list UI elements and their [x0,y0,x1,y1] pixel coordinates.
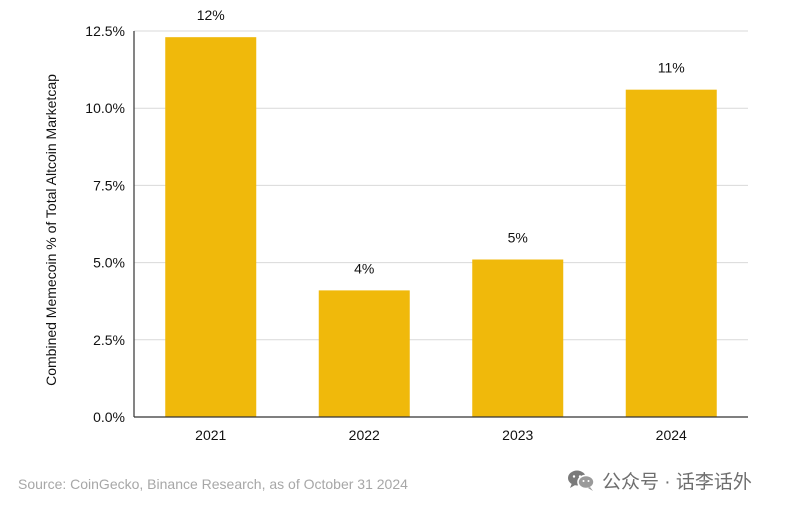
x-tick-label: 2021 [195,427,226,443]
watermark-text: 公众号 · 话李话外 [602,471,752,493]
bar-2021 [165,37,257,418]
y-tick-label: 5.0% [93,255,125,271]
y-tick-label: 10.0% [85,100,125,116]
y-tick-label: 2.5% [93,332,125,348]
x-tick-label: 2023 [502,427,533,443]
bar-2023 [472,259,564,417]
bars [165,37,717,418]
x-tick-label: 2022 [349,427,380,443]
y-tick-label: 0.0% [93,409,125,425]
watermark: 公众号 · 话李话外 [566,467,752,493]
data-label-2021: 12% [197,7,225,23]
data-label-2023: 5% [508,230,528,246]
y-tick-label: 7.5% [93,177,125,193]
y-tick-label: 12.5% [85,23,125,39]
axes [133,31,748,418]
data-label-2024: 11% [658,60,685,76]
bar-2024 [625,89,717,417]
bar-2022 [318,290,410,417]
data-label-2022: 4% [354,260,374,276]
labels: 0.0% 2.5% 5.0% 7.5% 10.0% 12.5% 12% 2021 4% 2022 5… [85,7,687,443]
x-tick-label: 2024 [656,427,687,443]
wechat-icon [566,468,596,492]
source-note: Source: CoinGecko, Binance Research, as … [18,476,408,492]
y-axis-label: Combined Memecoin % of Total Altcoin Mar… [43,74,59,386]
